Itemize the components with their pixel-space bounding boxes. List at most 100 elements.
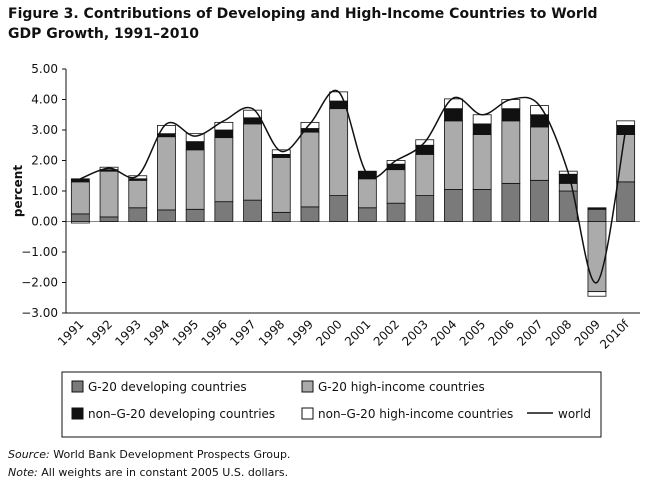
bar-segment — [300, 121, 320, 129]
bar-segment — [128, 179, 148, 209]
bar-segment — [444, 189, 463, 222]
legend-label: G-20 developing countries — [88, 380, 247, 394]
y-tick-label: 4.00 — [31, 93, 58, 107]
x-tick-label: 2006 — [485, 317, 516, 348]
bar-segment — [472, 114, 492, 125]
x-tick-label: 1999 — [285, 317, 316, 348]
x-tick-label: 2007 — [514, 317, 545, 348]
note-label: Note: — [8, 466, 38, 479]
x-tick-label: 2001 — [342, 317, 373, 348]
bar-segment — [300, 206, 320, 222]
x-tick-label: 1995 — [170, 317, 201, 348]
world-line — [80, 89, 627, 284]
bar-segment — [386, 169, 406, 204]
x-tick-label: 1997 — [227, 317, 258, 348]
bar-segment — [243, 199, 262, 222]
bar-segment — [415, 144, 435, 155]
bar-segment — [214, 129, 234, 139]
bar-segment — [501, 99, 521, 110]
bar-segment — [271, 157, 291, 213]
x-tick-label: 2000 — [313, 317, 344, 348]
note-text: All weights are in constant 2005 U.S. do… — [38, 466, 288, 479]
source-label: Source: — [8, 448, 50, 461]
bar-segment — [329, 91, 349, 102]
x-tick-label: 1996 — [198, 317, 229, 348]
note: Note: All weights are in constant 2005 U… — [8, 466, 288, 479]
bar-segment — [271, 211, 291, 222]
x-tick-label: 1992 — [84, 317, 115, 348]
legend-label: non–G-20 developing countries — [88, 407, 275, 421]
bar-segment — [185, 149, 205, 210]
source-text: World Bank Development Prospects Group. — [50, 448, 291, 461]
bar-segment — [329, 108, 349, 196]
legend-label: world — [558, 407, 591, 421]
y-tick-label: −3.00 — [21, 306, 58, 320]
y-tick-label: −2.00 — [21, 276, 58, 290]
bar-segment — [300, 131, 320, 208]
legend-swatch — [301, 380, 314, 393]
bar-segment — [157, 125, 176, 135]
chart-title: Figure 3. Contributions of Developing an… — [8, 6, 598, 22]
bar-segment — [70, 221, 90, 224]
bar-segment — [530, 126, 549, 181]
bar-segment — [444, 98, 463, 110]
bar-segment — [501, 120, 521, 184]
bar-segment — [271, 153, 291, 158]
x-tick-label: 2008 — [543, 317, 574, 348]
y-tick-label: 1.00 — [31, 184, 58, 198]
legend-swatch — [71, 407, 84, 420]
bar-segment — [243, 117, 262, 125]
bar-segment — [616, 181, 636, 222]
y-axis-label: percent — [11, 165, 25, 217]
y-tick-label: 2.00 — [31, 154, 58, 168]
bar-segment — [70, 213, 90, 222]
bar-segment — [472, 189, 492, 222]
legend-swatch — [71, 380, 84, 393]
x-tick-label: 2002 — [371, 317, 402, 348]
bar-segment — [329, 195, 349, 222]
bar-segment — [99, 216, 119, 222]
legend-box — [61, 371, 602, 438]
bar-segment — [185, 208, 205, 222]
bar-segment — [587, 208, 607, 222]
bar-segment — [415, 195, 435, 222]
x-tick-label: 2010f — [597, 317, 632, 352]
bar-segment — [530, 105, 549, 116]
x-tick-label: 2004 — [428, 317, 459, 348]
bar-segment — [558, 173, 578, 184]
bar-segment — [472, 123, 492, 135]
bar-segment — [530, 179, 549, 222]
y-tick-label: −1.00 — [21, 245, 58, 259]
bar-segment — [157, 136, 176, 211]
bar-segment — [386, 202, 406, 222]
x-tick-label: 1993 — [112, 317, 143, 348]
y-tick-label: 5.00 — [31, 62, 58, 76]
bar-segment — [472, 134, 492, 190]
x-tick-label: 1998 — [256, 317, 287, 348]
y-tick-label: 0.00 — [31, 215, 58, 229]
bar-segment — [558, 182, 578, 192]
bar-segment — [243, 123, 262, 201]
bar-segment — [70, 178, 90, 183]
bar-segment — [214, 121, 234, 131]
y-tick-label: 3.00 — [31, 123, 58, 137]
bar-segment — [357, 207, 377, 222]
bar-segment — [185, 141, 205, 151]
bar-segment — [214, 137, 234, 203]
x-tick-label: 1991 — [55, 317, 86, 348]
bar-segment — [99, 170, 119, 218]
bar-segment — [243, 109, 262, 119]
legend-label: G-20 high-income countries — [318, 380, 485, 394]
bar-segment — [616, 120, 636, 126]
bar-segment — [70, 181, 90, 215]
bar-segment — [587, 291, 607, 297]
source: Source: World Bank Development Prospects… — [8, 448, 290, 461]
x-tick-label: 1994 — [141, 317, 172, 348]
bar-segment — [501, 108, 521, 122]
bar-segment — [357, 178, 377, 209]
bar-segment — [444, 108, 463, 122]
x-tick-label: 2005 — [457, 317, 488, 348]
bar-segment — [587, 221, 607, 293]
bar-segment — [157, 133, 176, 138]
